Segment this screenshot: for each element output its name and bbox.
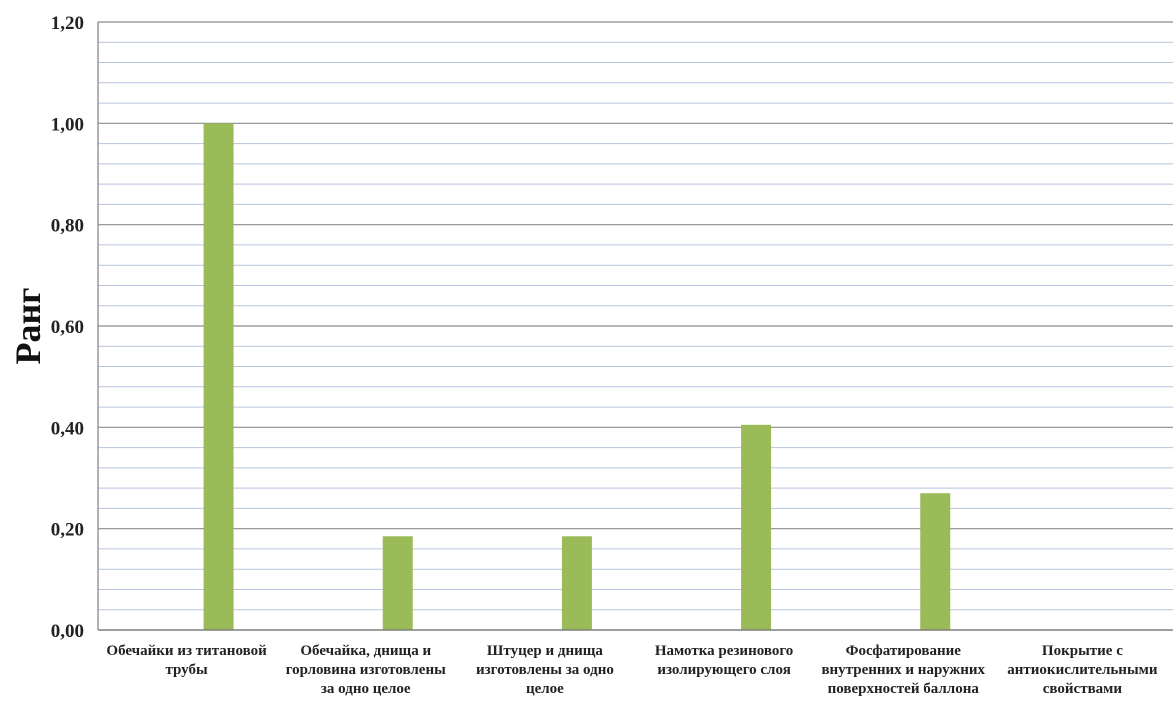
y-tick-label: 0,20 bbox=[51, 520, 84, 541]
y-tick-label: 0,40 bbox=[51, 418, 84, 439]
x-category-label: Обечайка, днища и горловина изготовлены … bbox=[285, 643, 446, 697]
bar bbox=[920, 493, 951, 630]
y-tick-label: 0,80 bbox=[51, 216, 84, 237]
y-axis-label: Ранг bbox=[8, 287, 48, 364]
y-tick-label: 0,00 bbox=[51, 621, 84, 642]
x-category-label: Обечайки из титановой трубы bbox=[106, 643, 267, 678]
y-tick-label: 1,00 bbox=[51, 114, 84, 135]
y-tick-labels: 0,00 0,20 0,40 0,60 0,80 1,00 1,20 bbox=[51, 13, 84, 642]
x-category-label: Покрытие с антиокислительными свойствами bbox=[1007, 643, 1158, 697]
y-tick-label: 1,20 bbox=[51, 13, 84, 34]
x-category-label: Намотка резинового изолирующего слоя bbox=[654, 643, 794, 678]
bar bbox=[561, 536, 592, 630]
x-category-label: Штуцер и днища изготовлены за одно целое bbox=[475, 643, 614, 697]
bar bbox=[382, 536, 413, 630]
axes bbox=[97, 22, 1173, 631]
bar bbox=[741, 424, 772, 630]
x-category-label: Фосфатирование внутренних и наружних пов… bbox=[821, 643, 986, 697]
y-tick-label: 0,60 bbox=[51, 317, 84, 338]
bars bbox=[203, 123, 951, 630]
grid-lines bbox=[98, 21, 1173, 611]
bar bbox=[203, 123, 234, 630]
